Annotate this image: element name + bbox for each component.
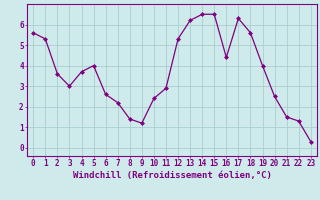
- X-axis label: Windchill (Refroidissement éolien,°C): Windchill (Refroidissement éolien,°C): [73, 171, 271, 180]
